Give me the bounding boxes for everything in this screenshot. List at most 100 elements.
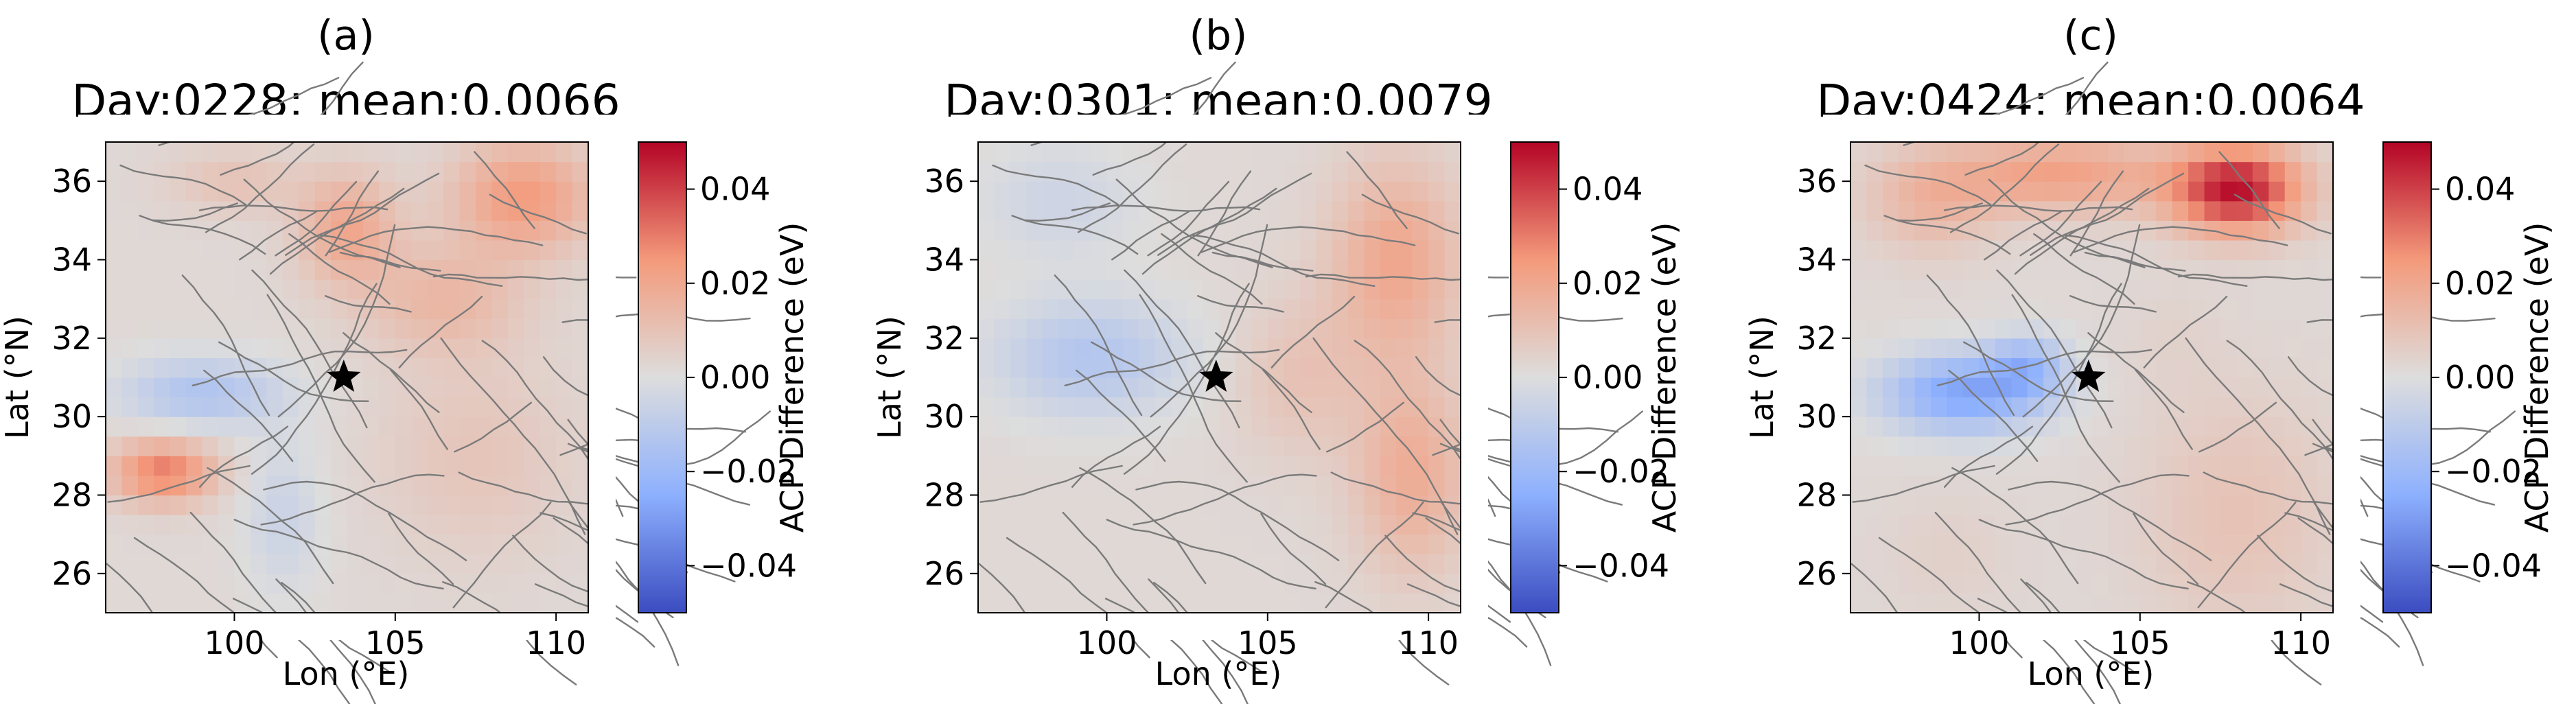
heatmap-cell (314, 436, 332, 456)
heatmap-cell (1412, 573, 1429, 594)
heatmap-cell (282, 554, 299, 574)
heatmap-cell (1299, 456, 1316, 476)
heatmap-cell (1219, 436, 1236, 456)
heatmap-cell (1899, 436, 1916, 456)
heatmap-cell (1914, 573, 1931, 594)
heatmap-cell (2139, 142, 2157, 163)
heatmap-cell (1931, 515, 1948, 535)
heatmap-cell (2268, 495, 2286, 515)
fault-line (263, 480, 467, 561)
heatmap-cell (978, 593, 995, 613)
heatmap-cell (2220, 161, 2237, 182)
heatmap-cell (1316, 515, 1333, 535)
heatmap-cell (121, 200, 139, 221)
heatmap-cell (379, 573, 396, 594)
heatmap-cell (2204, 377, 2221, 398)
fault-line (2014, 172, 2185, 275)
heatmap-cell (1154, 377, 1172, 398)
heatmap-cell (1428, 338, 1446, 359)
fault-line (389, 368, 448, 450)
heatmap-cell (1914, 436, 1931, 456)
heatmap-cell (2059, 436, 2076, 456)
heatmap-cell (2011, 456, 2028, 476)
heatmap-cell (331, 456, 348, 476)
heatmap-cell (1219, 298, 1236, 319)
heatmap-cell (1171, 436, 1188, 456)
heatmap-cell (170, 436, 187, 456)
heatmap-cell (266, 397, 283, 417)
heatmap-cell (2059, 416, 2076, 437)
heatmap-cell (1026, 377, 1043, 398)
heatmap-cell (427, 338, 444, 359)
heatmap-cell (994, 298, 1011, 319)
heatmap-cell (2284, 318, 2301, 339)
heatmap-cell (186, 338, 203, 359)
heatmap-cell (1347, 200, 1365, 221)
heatmap-cell (1931, 181, 1948, 202)
heatmap-cell (978, 181, 995, 202)
heatmap-cell (1947, 239, 1964, 261)
heatmap-cell (2236, 377, 2253, 398)
heatmap-cell (1850, 573, 1868, 594)
fault-line (339, 251, 441, 272)
heatmap-cell (2011, 318, 2028, 339)
heatmap-cell (1850, 318, 1868, 339)
heatmap-cell (299, 456, 316, 476)
heatmap-cell (1882, 298, 1899, 319)
heatmap-cell (539, 279, 557, 300)
heatmap-cell (1187, 436, 1204, 456)
heatmap-cell (1026, 436, 1043, 456)
heatmap-cell (299, 161, 316, 182)
heatmap-cell (994, 239, 1011, 261)
heatmap-cell (1010, 534, 1027, 554)
heatmap-cell (218, 377, 235, 398)
heatmap-cell (1235, 377, 1252, 398)
heatmap-cell (2301, 338, 2318, 359)
heatmap-cell (1412, 436, 1429, 456)
heatmap-cell (1866, 416, 1883, 437)
heatmap-cell (2059, 259, 2076, 280)
y-tick-label: 28 (1796, 477, 1837, 514)
heatmap-cell (1412, 298, 1429, 319)
heatmap-cell (2139, 554, 2157, 574)
fault-line (233, 519, 444, 589)
heatmap-cell (1931, 220, 1948, 241)
heatmap-cell (347, 298, 364, 319)
heatmap-cell (121, 515, 139, 535)
heatmap-cell (137, 338, 154, 359)
heatmap-cell (137, 416, 154, 437)
heatmap-cell (2284, 554, 2301, 574)
heatmap-cell (218, 279, 235, 300)
heatmap-cell (994, 593, 1011, 613)
heatmap-cell (1412, 181, 1429, 202)
heatmap-cell (1979, 161, 1996, 182)
heatmap-cell (2301, 397, 2318, 417)
heatmap-cell (1058, 298, 1076, 319)
heatmap-cell (1010, 279, 1027, 300)
heatmap-cell (1316, 181, 1333, 202)
heatmap-cell (2188, 397, 2205, 417)
heatmap-cell (2301, 456, 2318, 476)
heatmap-cell (379, 436, 396, 456)
heatmap-cell (1299, 142, 1316, 163)
heatmap-cell (234, 318, 251, 339)
heatmap-cell (186, 554, 203, 574)
heatmap-cell (186, 593, 203, 613)
heatmap-cell (1866, 475, 1883, 496)
heatmap-cell (2252, 318, 2269, 339)
heatmap-cell (1882, 495, 1899, 515)
heatmap-cell (2188, 554, 2205, 574)
heatmap-cell (2076, 593, 2093, 613)
heatmap-cell (1106, 181, 1124, 202)
heatmap-cell (2059, 279, 2076, 300)
heatmap-cell (491, 161, 509, 182)
heatmap-cell (1947, 397, 1964, 417)
heatmap-cell (1914, 593, 1931, 613)
heatmap-cell (1444, 259, 1461, 280)
heatmap-cell (137, 534, 154, 554)
heatmap-cell (491, 357, 509, 378)
heatmap-cell (556, 279, 573, 300)
heatmap-cell (491, 593, 509, 613)
heatmap-cell (1866, 279, 1883, 300)
heatmap-cell (2204, 239, 2221, 261)
